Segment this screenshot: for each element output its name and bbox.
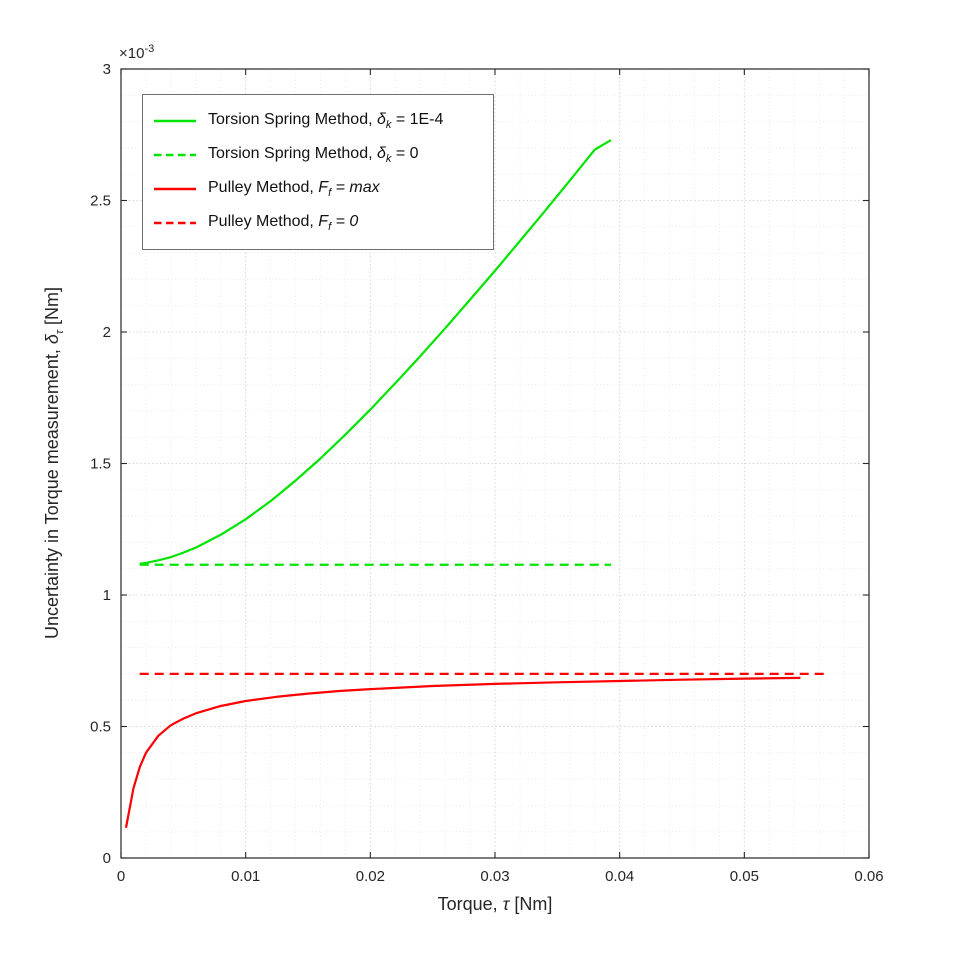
x-tick-labels: 0 0.01 0.02 0.03 0.04 0.05 0.06 <box>117 868 884 885</box>
y-tick-labels: 0 0.5 1 1.5 2 2.5 3 <box>90 61 111 867</box>
x-tick-label: 0.02 <box>356 868 385 885</box>
legend: Torsion Spring Method, δk = 1E-4 Torsion … <box>142 94 494 250</box>
legend-label: Torsion Spring Method, δk = 0 <box>208 144 419 166</box>
legend-item-0: Torsion Spring Method, δk = 1E-4 <box>153 104 477 138</box>
tick-marks <box>120 68 870 859</box>
legend-line-sample <box>154 119 196 123</box>
legend-label: Pulley Method, Ff = max <box>208 178 380 200</box>
y-tick-label: 0.5 <box>90 719 111 736</box>
major-grid <box>121 69 869 858</box>
y-axis-label: Uncertainty in Torque measurement, δτ [N… <box>42 287 66 639</box>
y-axis-exponent-label: ×10-3 <box>119 43 155 62</box>
legend-line-sample <box>154 187 196 191</box>
y-tick-label: 1.5 <box>90 456 111 473</box>
legend-label: Pulley Method, Ff = 0 <box>208 212 359 234</box>
x-axis-label: Torque, τ [Nm] <box>437 894 553 914</box>
x-tick-label: 0.05 <box>730 868 759 885</box>
legend-line-sample <box>154 221 196 225</box>
legend-label: Torsion Spring Method, δk = 1E-4 <box>208 110 444 132</box>
x-tick-label: 0 <box>117 868 125 885</box>
legend-line-sample <box>154 153 196 157</box>
y-tick-label: 3 <box>103 61 111 78</box>
y-tick-label: 2.5 <box>90 193 111 210</box>
x-tick-label: 0.04 <box>605 868 634 885</box>
y-tick-label: 0 <box>103 850 111 867</box>
x-tick-label: 0.06 <box>854 868 883 885</box>
series-line-0 <box>139 139 612 565</box>
legend-item-2: Pulley Method, Ff = max <box>153 172 477 206</box>
legend-item-3: Pulley Method, Ff = 0 <box>153 206 477 240</box>
y-tick-label: 2 <box>103 324 111 341</box>
y-tick-label: 1 <box>103 587 111 604</box>
legend-item-1: Torsion Spring Method, δk = 0 <box>153 138 477 172</box>
series-line-2 <box>124 676 801 828</box>
x-tick-label: 0.01 <box>231 868 260 885</box>
x-tick-label: 0.03 <box>480 868 509 885</box>
